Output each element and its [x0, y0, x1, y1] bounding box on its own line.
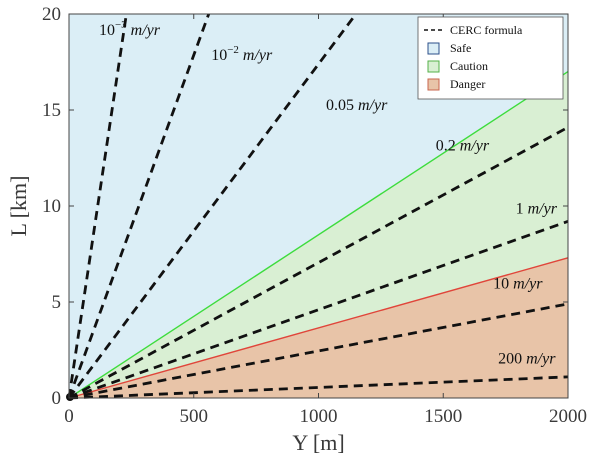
x-tick-label-500: 500: [180, 406, 209, 427]
curve-labels: 10−3 m/yr 10−2 m/yr 0.05 m/yr 0.2 m/yr 1 m/y…: [99, 19, 558, 367]
x-axis-label: Y [m]: [292, 430, 344, 455]
legend-swatch-2: [427, 60, 440, 73]
legend-label-2: Caution: [450, 59, 488, 73]
cerc-curve-1: [67, 13, 211, 399]
curve-label-5: 10 m/yr: [493, 276, 543, 293]
legend-box: [417, 16, 564, 100]
y-tick-label-0: 0: [52, 388, 62, 409]
x-tick-label-1000: 1000: [300, 406, 338, 427]
cerc-curve-6: [68, 375, 569, 400]
cerc-curve-4: [68, 220, 569, 400]
caution-boundary-line: [68, 71, 569, 399]
legend-label-3: Danger: [450, 77, 485, 91]
y-tick-label-15: 15: [42, 100, 61, 121]
legend-swatch-3: [427, 78, 440, 91]
legend-label-1: Safe: [450, 41, 471, 55]
cerc-curve-5: [68, 302, 569, 400]
cerc-curve-3: [68, 126, 569, 400]
cerc-curve-2: [67, 13, 358, 399]
x-tick-label-0: 0: [64, 406, 74, 427]
y-tick-label-5: 5: [52, 292, 62, 313]
legend-label-0: CERC formula: [450, 23, 523, 37]
x-tick-label-2000: 2000: [549, 406, 587, 427]
legend: CERC formula Safe Caution Danger: [417, 16, 564, 100]
y-tick-label-10: 10: [42, 196, 61, 217]
x-tick-label-1500: 1500: [424, 406, 462, 427]
y-tick-label-20: 20: [42, 4, 61, 25]
curve-label-4: 1 m/yr: [516, 201, 558, 218]
curve-label-2: 0.05 m/yr: [326, 97, 388, 114]
legend-swatch-1: [427, 42, 440, 55]
origin-marker: [66, 393, 74, 401]
curve-label-0: 10−3 m/yr: [99, 19, 161, 39]
curve-label-1: 10−2 m/yr: [211, 44, 273, 64]
axis-ticks: 0 500 1000 1500 2000 0 5 10 15 20: [42, 4, 587, 427]
y-axis-label: L [km]: [6, 176, 31, 237]
cerc-curve-0: [67, 13, 128, 399]
cerc-curves: [66, 13, 569, 401]
curve-label-6: 200 m/yr: [498, 350, 556, 367]
danger-boundary-line: [68, 257, 569, 399]
curve-label-3: 0.2 m/yr: [436, 137, 490, 154]
